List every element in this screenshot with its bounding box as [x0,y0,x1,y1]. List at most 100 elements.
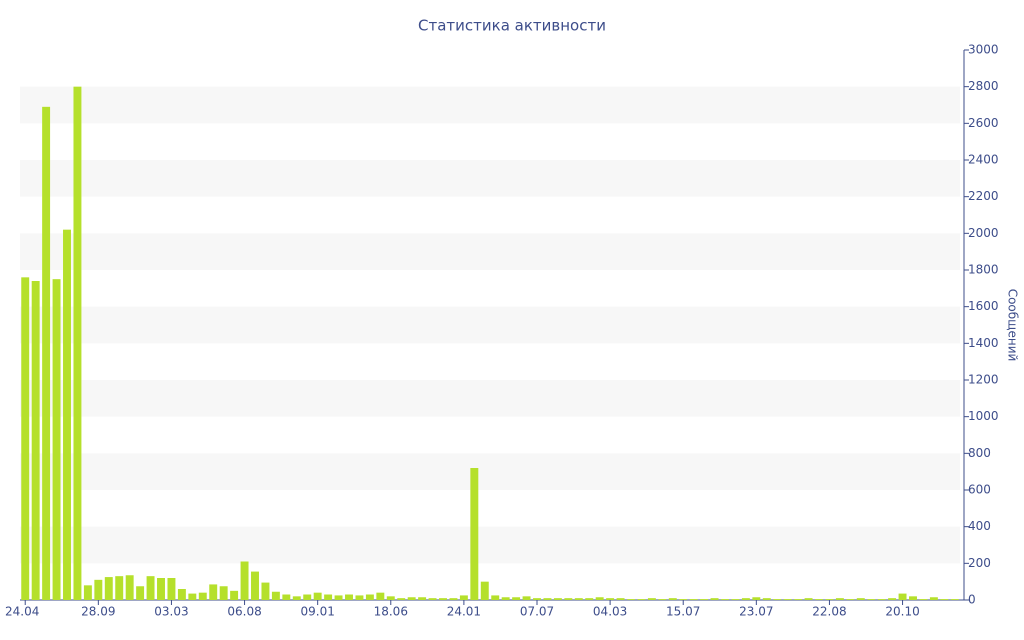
y-tick-label: 2000 [968,226,999,240]
bar [762,598,771,600]
bar [940,599,949,600]
bar [919,599,928,600]
x-tick-label: 28.09 [81,605,115,619]
y-tick-label: 800 [968,446,991,460]
bar [115,576,124,600]
bar [574,598,583,600]
bar [146,576,155,600]
y-tick-label: 2600 [968,116,999,130]
x-tick-label: 03.03 [154,605,188,619]
bar [668,598,677,600]
bar [209,584,218,600]
bar [313,592,322,600]
bar [21,277,30,600]
bar [794,599,803,600]
bar [731,599,740,600]
grid-band [20,526,960,564]
y-tick-label: 1800 [968,263,999,277]
bar [83,585,92,600]
grid-band [20,86,960,124]
bar [136,586,145,600]
x-tick-label: 23.07 [739,605,773,619]
bar [867,599,876,600]
bar [710,598,719,600]
bar [553,598,562,600]
bar [365,594,374,600]
bar [459,595,468,600]
bar [909,596,917,600]
grid-band [20,233,960,270]
bar [345,594,353,600]
bar [700,599,709,600]
bar [783,599,792,600]
x-tick-label: 09.01 [300,605,334,619]
bar [679,599,688,600]
bar [543,598,552,600]
bar [877,599,886,600]
y-tick-label: 2800 [968,79,999,93]
bar [627,599,635,600]
bar [282,594,291,600]
bar [501,597,510,600]
bar [261,582,270,600]
bar [470,468,479,600]
x-tick-label: 04.03 [593,605,627,619]
y-tick-label: 2400 [968,153,999,167]
grid-band [20,380,960,417]
bar [73,86,82,600]
bar [512,597,521,600]
bar [522,596,531,600]
bar [950,599,959,600]
bar [835,598,844,600]
bar [251,571,259,600]
bar [689,599,698,600]
bar [856,598,865,600]
bar [449,598,458,600]
bar [63,229,71,600]
bar [637,599,646,600]
bar [355,595,364,600]
grid-band [20,453,960,490]
bar [230,590,239,600]
bar [564,598,573,600]
bar [825,599,834,600]
y-tick-label: 600 [968,483,991,497]
bar [31,281,40,600]
y-tick-label: 1200 [968,373,999,387]
bar [439,598,447,600]
bar [240,561,249,600]
y-tick-label: 1600 [968,299,999,313]
bar [386,596,395,600]
y-tick-label: 200 [968,556,991,570]
bar [376,592,385,600]
x-tick-label: 24.01 [447,605,481,619]
bar [42,106,51,600]
bar [418,597,427,600]
bar [428,598,437,600]
bar [491,595,500,600]
y-tick-label: 400 [968,519,991,533]
y-tick-label: 1400 [968,336,999,350]
bar [752,597,761,600]
bar [397,598,406,600]
bar [815,599,823,600]
bar [721,599,729,600]
y-tick-label: 1000 [968,409,999,423]
bar [606,598,615,600]
bar [804,598,813,600]
bar [929,597,938,600]
bar [219,586,228,600]
bar [888,598,897,600]
x-tick-label: 24.04 [5,605,39,619]
bar [616,598,625,600]
bar [898,593,907,600]
bar [658,599,667,600]
bar [324,594,333,600]
bar [271,591,280,600]
bar [585,598,594,600]
x-tick-label: 18.06 [374,605,408,619]
bar [334,595,343,600]
x-tick-label: 22.08 [812,605,846,619]
bar [773,599,782,600]
